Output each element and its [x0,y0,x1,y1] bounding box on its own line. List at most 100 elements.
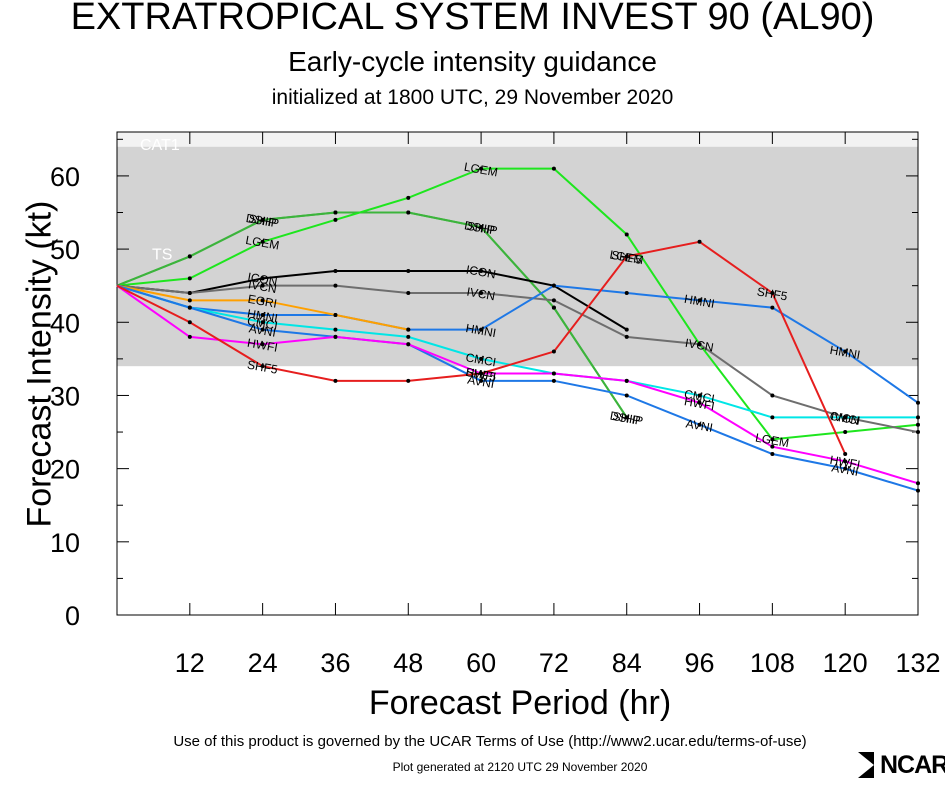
series-label-shf5: SHF5 [465,365,498,384]
series-label-ship: SHIP [247,211,277,230]
point-ivcn [770,393,775,398]
series-line-ivcn [116,284,919,434]
point-ivcn [187,291,192,295]
point-hwfi [551,371,556,376]
ncar-logo: NCAR [856,750,945,780]
series-label-avni: AVNI [685,416,714,434]
point-ship [406,210,411,215]
series-line-hwfi [116,284,919,485]
terms-of-use-notice: Use of this product is governed by the U… [173,733,807,750]
point-cmci [697,393,702,398]
series-line-cmci [116,284,918,419]
x-tick-label: 12 [175,648,205,678]
point-ivcn [697,342,702,347]
generated-time: Plot generated at 2120 UTC 29 November 2… [392,760,648,774]
point-avni [770,452,775,456]
point-lgem [187,276,192,281]
point-shf5 [770,291,775,295]
point-shf5 [551,349,556,354]
point-egri [406,327,411,332]
point-cmci [406,334,411,339]
point-ship [551,305,556,310]
chart-subtitle: Early-cycle intensity guidance [288,46,657,77]
point-hmni [916,400,920,405]
series-label-hwfi: HWFI [246,336,279,355]
series-label-lgem: LGEM [463,160,499,180]
point-ship [260,217,265,222]
series-label-shf5: SHF5 [610,248,643,267]
point-shf5 [843,452,848,456]
series-label-cmci: CMCI [829,409,862,428]
point-lgem [916,422,920,427]
y-tick-label: 20 [50,455,80,485]
point-icon [260,276,265,281]
series-line-ship [116,211,628,418]
point-hmni [770,305,775,310]
x-axis-label: Forecast Period (hr) [368,684,672,722]
y-tick-label: 40 [50,308,80,338]
point-ship [624,415,629,420]
point-hmni [697,298,702,303]
point-lgem [479,166,484,171]
point-ivcn [624,334,629,339]
series-label-hwfi: HWFI [829,453,862,472]
point-hmni [624,291,629,295]
point-egri [187,298,192,303]
y-tick-label: 30 [50,381,80,411]
point-cmci [843,415,848,420]
x-tick-label: 84 [612,648,642,678]
series-label-ivcn: IVCN [830,409,861,428]
point-lgem [624,232,629,237]
point-lgem [333,217,338,222]
y-tick-label: 60 [50,162,80,192]
point-cmci [333,327,338,332]
point-hmni [551,283,556,288]
point-egri [260,298,265,303]
point-hwfi [406,342,411,347]
series-label-dshp: DSHP [245,211,280,231]
x-tick-label: 72 [539,648,569,678]
series-label-icon: ICON [465,263,497,282]
series-label-hmni: HMNI [683,292,716,311]
ncar-logo-icon [858,752,874,778]
series-label-lgem: LGEM [754,431,790,451]
point-cmci [260,320,265,325]
band-ts [117,146,918,367]
series-label-ivcn: IVCN [466,285,497,304]
point-avni [697,422,702,427]
series-label-shf5: SHF5 [246,358,279,377]
point-lgem [770,437,775,442]
point-hwfi [260,342,265,347]
point-lgem [551,166,556,171]
point-hwfi [843,459,848,464]
series-label-dshp: DSHP [609,409,644,429]
axes: 0 10 20 30 40 50 60 12 24 36 48 60 72 84 96 108 120 132 [50,131,941,678]
point-avni [187,305,192,310]
point-hmni [843,349,848,354]
point-avni [551,378,556,383]
point-ivcn [479,291,484,295]
point-ivcn [333,283,338,288]
point-cmci [916,415,920,420]
y-axis-label: Forecast Intensity (kt) [20,200,59,528]
point-shf5 [624,254,629,259]
series-label-shf5: SHF5 [756,284,789,303]
series-label-hmni: HMNI [246,306,279,325]
point-ship [333,210,338,215]
x-tick-label: 132 [895,648,940,678]
series-label-avni: AVNI [830,460,859,478]
point-shf5 [260,364,265,369]
intensity-bands: TS CAT1 [117,132,918,615]
init-time: initialized at 1800 UTC, 29 November 202… [271,86,674,109]
point-lgem [260,239,265,244]
band-label-ts: TS [152,246,172,263]
series-label-hwfi: HWFI [683,394,716,413]
series-label-cmci: CMCI [465,350,498,369]
point-avni [916,488,920,493]
point-icon [406,269,411,274]
x-tick-label: 60 [466,648,496,678]
point-ivcn [551,298,556,303]
point-ivcn [260,283,265,288]
point-avni [260,327,265,332]
